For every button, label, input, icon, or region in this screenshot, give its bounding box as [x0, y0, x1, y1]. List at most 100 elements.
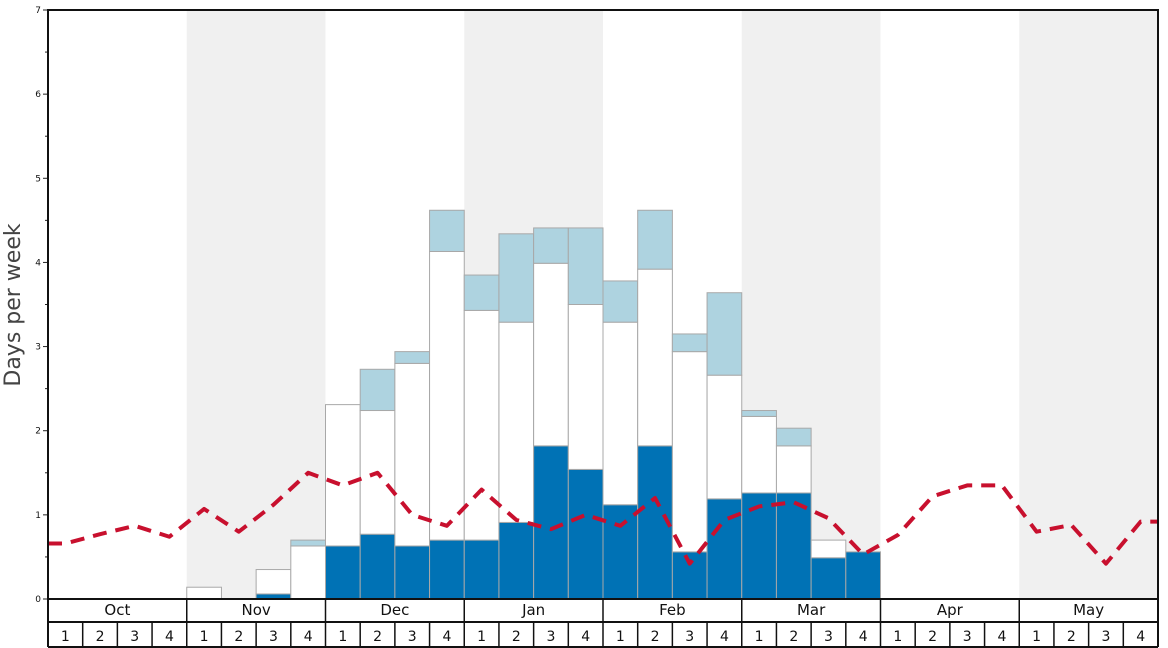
- bar-segment: [429, 250, 465, 541]
- y-tick-label: 1: [35, 511, 41, 521]
- bar-segment: [671, 551, 708, 600]
- week-label: 3: [130, 629, 139, 645]
- week-label: 1: [755, 629, 764, 645]
- bar-segment: [325, 545, 361, 600]
- bar-segment: [775, 427, 812, 447]
- bar-segment: [359, 368, 396, 412]
- bar-segment: [671, 351, 708, 553]
- week-label: 4: [165, 629, 174, 645]
- bar-segment: [706, 292, 743, 376]
- bar-segment: [325, 404, 361, 547]
- week-label: 2: [512, 629, 521, 645]
- bar-segment: [637, 268, 673, 447]
- week-label: 2: [234, 629, 243, 645]
- bar-segment: [533, 262, 569, 447]
- bar-segment: [186, 586, 222, 600]
- bar-segment: [394, 545, 431, 600]
- bars: [186, 209, 881, 600]
- week-label: 4: [1136, 629, 1145, 645]
- bar-segment: [741, 415, 777, 494]
- bar-segment: [810, 557, 847, 600]
- bar-segment: [567, 468, 604, 600]
- x-axis-table: Oct 1 2 3 4 Nov 1 2 3 4 Dec 1 2 3 4 Jan 1 2 3 4 Feb 1 2 3 4 Mar 1 2…: [47, 599, 1159, 648]
- bar-segment: [637, 209, 673, 270]
- bar-segment: [429, 539, 465, 600]
- bar-segment: [498, 321, 535, 523]
- bar-segment: [290, 539, 326, 547]
- week-label: 2: [1067, 629, 1076, 645]
- month-label-apr: Apr: [937, 601, 964, 619]
- month-label-nov: Nov: [241, 601, 270, 619]
- week-label: 3: [963, 629, 972, 645]
- week-label: 3: [1102, 629, 1111, 645]
- week-label: 1: [477, 629, 486, 645]
- average-line: [48, 470, 1158, 566]
- bar-segment: [498, 521, 535, 600]
- week-label: 2: [928, 629, 937, 645]
- week-label: 1: [893, 629, 902, 645]
- month-band-nov: [186, 10, 326, 599]
- bar-segment: [671, 333, 708, 353]
- week-label: 1: [200, 629, 209, 645]
- bar-segment: [394, 362, 431, 547]
- week-label: 3: [824, 629, 833, 645]
- bar-segment: [359, 533, 396, 600]
- week-label: 1: [1032, 629, 1041, 645]
- bar-segment: [463, 274, 500, 311]
- week-label: 1: [61, 629, 70, 645]
- week-label: 3: [685, 629, 694, 645]
- month-label-mar: Mar: [797, 601, 826, 619]
- y-axis-label: Days per week: [1, 223, 26, 386]
- week-label: 4: [997, 629, 1006, 645]
- week-label: 4: [442, 629, 451, 645]
- week-label: 2: [789, 629, 798, 645]
- bar-segment: [463, 539, 500, 600]
- month-label-oct: Oct: [104, 601, 130, 619]
- week-label: 3: [269, 629, 278, 645]
- y-tick-label: 4: [35, 258, 41, 268]
- bar-segment: [602, 504, 639, 600]
- week-label: 2: [651, 629, 660, 645]
- bar-segment: [775, 445, 812, 494]
- y-tick-label: 2: [35, 427, 41, 437]
- week-label: 4: [581, 629, 590, 645]
- month-label-may: May: [1073, 601, 1104, 619]
- week-label: 4: [720, 629, 729, 645]
- bar-segment: [533, 227, 569, 264]
- week-label: 3: [547, 629, 556, 645]
- bar-segment: [533, 445, 569, 600]
- bar-segment: [602, 321, 639, 506]
- bar-segment: [255, 569, 292, 595]
- bar-segment: [394, 351, 431, 364]
- y-tick-label: 7: [35, 6, 41, 16]
- bar-segment: [567, 304, 604, 470]
- y-tick-label: 0: [35, 595, 41, 605]
- bar-segment: [810, 539, 847, 559]
- week-label: 4: [304, 629, 313, 645]
- month-label-dec: Dec: [380, 601, 409, 619]
- bar-segment: [463, 309, 500, 541]
- bar-segment: [498, 233, 535, 323]
- bar-segment: [290, 545, 326, 600]
- bar-segment: [741, 492, 777, 600]
- y-tick-label: 6: [35, 90, 41, 100]
- week-label: 1: [616, 629, 625, 645]
- bar-segment: [741, 410, 777, 417]
- bar-segment: [567, 227, 604, 305]
- month-label-jan: Jan: [521, 601, 545, 619]
- week-label: 2: [373, 629, 382, 645]
- week-label: 2: [96, 629, 105, 645]
- y-tick-label: 5: [35, 174, 41, 184]
- bar-segment: [706, 374, 743, 500]
- week-label: 4: [859, 629, 868, 645]
- y-tick-label: 3: [35, 343, 41, 353]
- bar-segment: [602, 280, 639, 323]
- week-label: 1: [338, 629, 347, 645]
- average-line-path: [48, 470, 1158, 566]
- month-band-may: [1019, 10, 1158, 599]
- bar-segment: [429, 209, 465, 252]
- bar-segment: [845, 551, 881, 600]
- week-label: 3: [408, 629, 417, 645]
